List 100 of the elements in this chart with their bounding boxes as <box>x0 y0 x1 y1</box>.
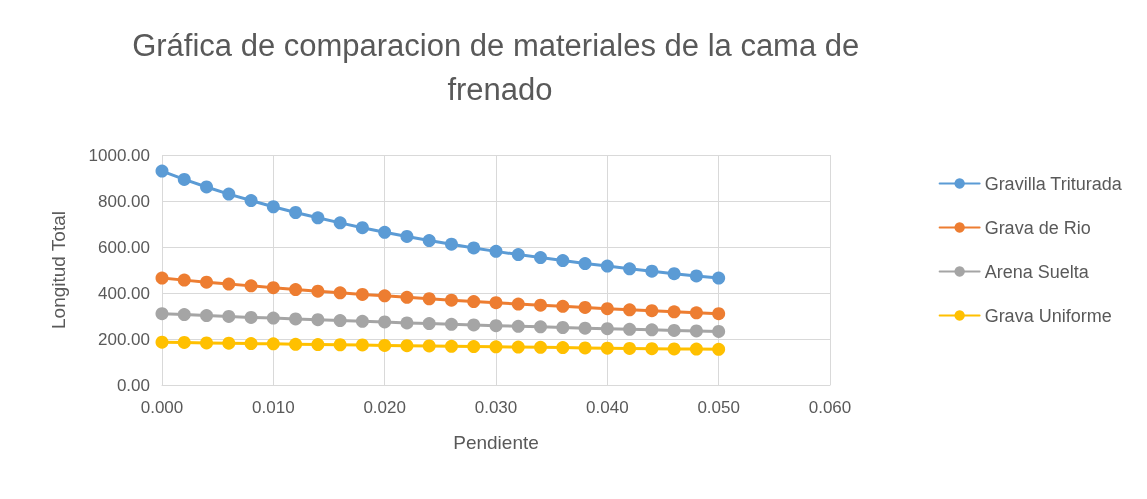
y-tick-label: 0.00 <box>116 375 150 395</box>
x-tick-label: 0.060 <box>808 398 852 417</box>
point <box>556 299 570 313</box>
point <box>333 338 347 352</box>
point <box>712 324 726 338</box>
point <box>534 320 548 334</box>
point <box>600 302 614 316</box>
x-tick-label: 0.000 <box>140 398 184 417</box>
point <box>578 300 592 314</box>
point <box>200 180 214 194</box>
point <box>623 341 637 355</box>
point <box>311 338 325 352</box>
point <box>645 342 659 356</box>
x-tick-label: 0.040 <box>586 398 629 417</box>
point <box>623 322 637 336</box>
y-tick-label: 200.00 <box>98 329 150 349</box>
point <box>422 292 436 306</box>
point <box>712 271 726 285</box>
x-tick-label: 0.020 <box>363 398 406 417</box>
y-axis-title: Longitud Total <box>48 211 69 329</box>
point <box>422 234 436 248</box>
point <box>600 341 614 355</box>
point <box>623 262 637 276</box>
point <box>355 338 369 352</box>
point <box>266 281 280 295</box>
chart-title: Gráfica de comparacion de materiales de la cama de frenado <box>132 27 868 107</box>
point <box>444 237 458 251</box>
point <box>289 337 303 351</box>
point <box>177 308 191 322</box>
point <box>333 216 347 230</box>
x-tick-label: 0.010 <box>252 398 295 417</box>
point <box>600 259 614 273</box>
y-tick-label: 600.00 <box>98 237 150 257</box>
point <box>467 241 481 255</box>
point <box>712 307 726 321</box>
point <box>311 211 325 225</box>
point <box>556 341 570 355</box>
point <box>155 335 169 349</box>
y-tick-label: 1000.00 <box>88 145 150 165</box>
point <box>378 225 392 239</box>
point <box>489 244 503 258</box>
point <box>645 304 659 318</box>
point <box>222 309 236 323</box>
point <box>266 200 280 214</box>
point <box>511 319 525 333</box>
point <box>444 317 458 331</box>
point <box>689 324 703 338</box>
point <box>667 267 681 281</box>
point <box>378 338 392 352</box>
point <box>400 339 414 353</box>
point <box>489 296 503 310</box>
point <box>177 273 191 287</box>
legend-label: Arena Suelta <box>984 261 1090 282</box>
point <box>556 321 570 334</box>
point <box>222 336 236 350</box>
y-tick-label: 800.00 <box>98 191 150 211</box>
legend-label: Grava Uniforme <box>984 305 1112 326</box>
point <box>378 289 392 303</box>
point <box>689 269 703 283</box>
point <box>200 309 214 323</box>
point <box>467 318 481 332</box>
point <box>667 323 681 337</box>
point <box>289 206 303 219</box>
point <box>667 342 681 356</box>
point <box>289 283 303 297</box>
x-tick-label: 0.030 <box>474 398 518 417</box>
point <box>467 295 481 309</box>
point <box>200 336 214 350</box>
point <box>534 251 548 265</box>
y-tick-label: 400.00 <box>98 283 150 303</box>
point <box>400 229 414 243</box>
point <box>444 293 458 307</box>
point <box>333 314 347 328</box>
point <box>155 164 169 178</box>
point <box>511 297 525 311</box>
point <box>556 254 570 268</box>
x-tick-label: 0.050 <box>697 398 740 417</box>
point <box>177 172 191 186</box>
point <box>511 248 525 262</box>
point <box>222 187 236 201</box>
point <box>289 312 303 326</box>
point <box>355 314 369 328</box>
point <box>600 322 614 336</box>
point <box>244 337 258 351</box>
point <box>222 277 236 291</box>
point <box>244 310 258 324</box>
point <box>645 264 659 278</box>
point <box>511 340 525 354</box>
point <box>266 337 280 351</box>
point <box>444 339 458 353</box>
point <box>400 290 414 304</box>
point <box>244 279 258 293</box>
point <box>422 339 436 353</box>
point <box>266 311 280 325</box>
point <box>534 340 548 354</box>
point <box>712 342 726 356</box>
point <box>311 284 325 298</box>
legend-label: Grava de Rio <box>984 217 1091 238</box>
point <box>534 298 548 312</box>
point <box>311 313 325 327</box>
